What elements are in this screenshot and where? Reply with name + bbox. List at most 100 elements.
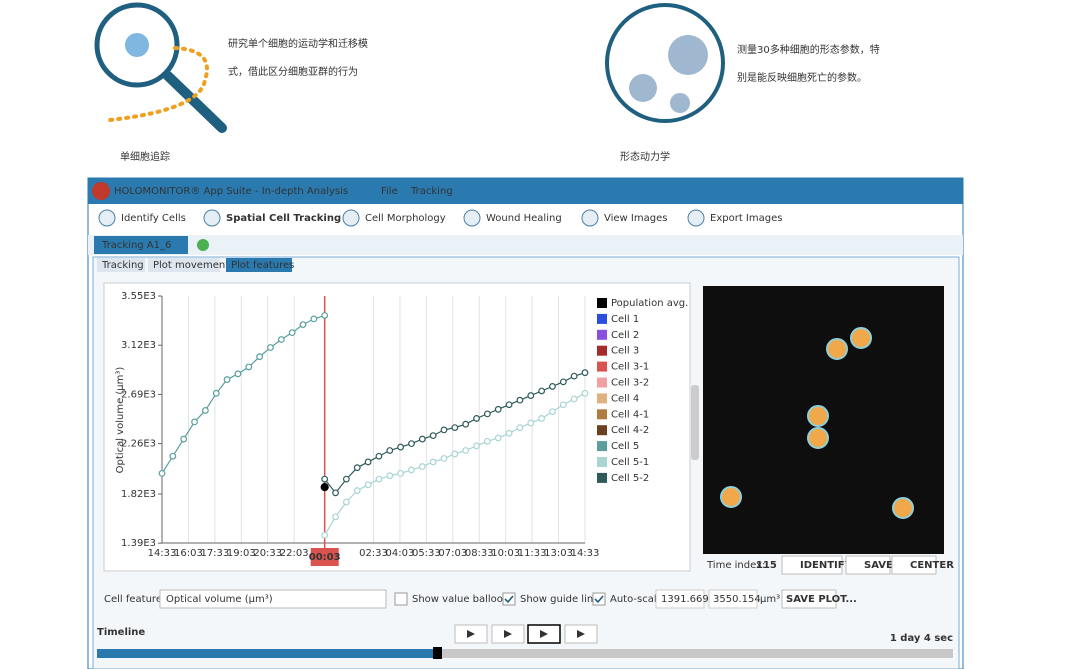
- menu-item[interactable]: File: [381, 186, 398, 197]
- data-point: [581, 369, 589, 377]
- legend-label: Cell 2: [611, 330, 639, 341]
- legend-label: Population avg.: [611, 298, 688, 309]
- timeline-label: Timeline: [97, 627, 145, 638]
- cell-icon: [668, 35, 708, 75]
- toolbar-button[interactable]: Export Images: [710, 213, 782, 224]
- legend-label: Cell 3: [611, 346, 639, 357]
- timeline-track[interactable]: [437, 649, 953, 658]
- checkbox[interactable]: [592, 592, 606, 606]
- cell-marker: [850, 327, 872, 349]
- tab-bar: [88, 235, 963, 255]
- image-button[interactable]: [781, 555, 843, 575]
- title-bar: [88, 178, 963, 204]
- checkbox-label[interactable]: Auto-scale: [610, 594, 663, 605]
- cell-marker: [807, 405, 829, 427]
- data-point: [288, 329, 296, 337]
- save-plot-button[interactable]: [781, 589, 837, 609]
- x-tick-label: 05:33: [412, 548, 441, 559]
- data-point: [332, 513, 339, 521]
- data-point: [538, 387, 546, 395]
- data-point: [527, 392, 535, 399]
- toolbar-button[interactable]: View Images: [604, 213, 667, 224]
- timeline-handle[interactable]: [433, 647, 442, 659]
- cell-marker: [807, 427, 829, 449]
- toolbar-icon: [98, 209, 116, 227]
- cell-feature-select[interactable]: [159, 589, 387, 609]
- data-point: [408, 440, 415, 448]
- data-point: [581, 389, 589, 397]
- data-point: [223, 376, 231, 383]
- checkbox-label[interactable]: Show value balloons: [412, 594, 514, 605]
- data-point: [386, 472, 394, 480]
- cursor-label: 00:03: [309, 552, 341, 563]
- legend-label: Cell 4-2: [611, 425, 649, 436]
- data-point: [451, 424, 459, 432]
- data-point: [201, 407, 209, 414]
- data-point: [320, 483, 329, 492]
- subtab[interactable]: [97, 258, 145, 272]
- data-point: [440, 455, 448, 462]
- checkmark: [504, 595, 514, 604]
- data-point: [418, 435, 426, 443]
- subtab[interactable]: [226, 258, 292, 272]
- playback-icon: [504, 630, 512, 638]
- data-point: [462, 447, 470, 454]
- data-point: [473, 415, 480, 422]
- toolbar-button[interactable]: Wound Healing: [486, 213, 562, 224]
- legend-label: Cell 3-1: [611, 362, 649, 373]
- legend-label: Cell 4-1: [611, 409, 649, 420]
- data-point: [527, 419, 535, 427]
- data-point: [538, 415, 546, 422]
- data-point: [505, 401, 513, 409]
- save-plot-label[interactable]: SAVE PLOT...: [786, 594, 857, 605]
- subtab-label[interactable]: Plot movement: [153, 260, 229, 271]
- toolbar-button[interactable]: Spatial Cell Tracking: [226, 213, 341, 224]
- y-tick-label: 2.69E3: [121, 389, 156, 400]
- checkbox[interactable]: [502, 592, 516, 606]
- data-point: [342, 475, 350, 483]
- data-point: [549, 383, 556, 390]
- checkbox-label[interactable]: Show guide line: [520, 594, 599, 605]
- cell-feature-value[interactable]: Optical volume (µm³): [166, 594, 273, 605]
- playback-icon: [577, 630, 585, 638]
- add-tab[interactable]: [197, 239, 209, 251]
- toolbar-button[interactable]: Identify Cells: [121, 213, 186, 224]
- subtab-label[interactable]: Plot features: [231, 260, 294, 271]
- image-button-label[interactable]: CENTER: [910, 560, 954, 571]
- subtab-label[interactable]: Tracking: [101, 260, 144, 271]
- intro-text: 式，借此区分细胞亚群的行为: [228, 65, 358, 78]
- toolbar-icon: [342, 209, 360, 227]
- menu-item[interactable]: Tracking: [410, 186, 453, 197]
- data-point: [397, 443, 405, 451]
- intro-text: 测量30多种细胞的形态参数，特: [737, 43, 880, 56]
- x-tick-label: 04:03: [386, 548, 415, 559]
- data-point: [570, 372, 578, 380]
- image-button-label[interactable]: IDENTIFY: [800, 560, 853, 571]
- legend-swatch: [597, 472, 607, 483]
- data-point: [342, 498, 350, 506]
- data-point: [494, 434, 502, 442]
- doc-tab-label[interactable]: Tracking A1_6: [101, 240, 171, 251]
- ylim-max: 3550.154: [713, 594, 761, 605]
- x-tick-label: 08:33: [465, 548, 494, 559]
- doc-tab[interactable]: [94, 236, 188, 254]
- image-button-label[interactable]: SAVE..: [864, 560, 900, 571]
- data-point: [353, 487, 361, 494]
- toolbar-icon: [203, 209, 221, 227]
- image-button[interactable]: [845, 555, 891, 575]
- subtab[interactable]: [148, 258, 220, 272]
- timeline-progress: [97, 649, 437, 658]
- data-point: [364, 458, 372, 466]
- splitter[interactable]: [691, 385, 699, 460]
- data-point: [559, 401, 567, 409]
- unit: µm³: [760, 594, 780, 605]
- image-button[interactable]: [891, 555, 937, 575]
- data-point: [375, 475, 383, 483]
- x-tick-label: 19:03: [227, 548, 256, 559]
- data-point: [549, 408, 556, 415]
- intro-text: 别是能反映细胞死亡的参数。: [737, 71, 867, 84]
- legend-swatch: [597, 377, 607, 388]
- checkbox[interactable]: [394, 592, 408, 606]
- toolbar-button[interactable]: Cell Morphology: [365, 213, 446, 224]
